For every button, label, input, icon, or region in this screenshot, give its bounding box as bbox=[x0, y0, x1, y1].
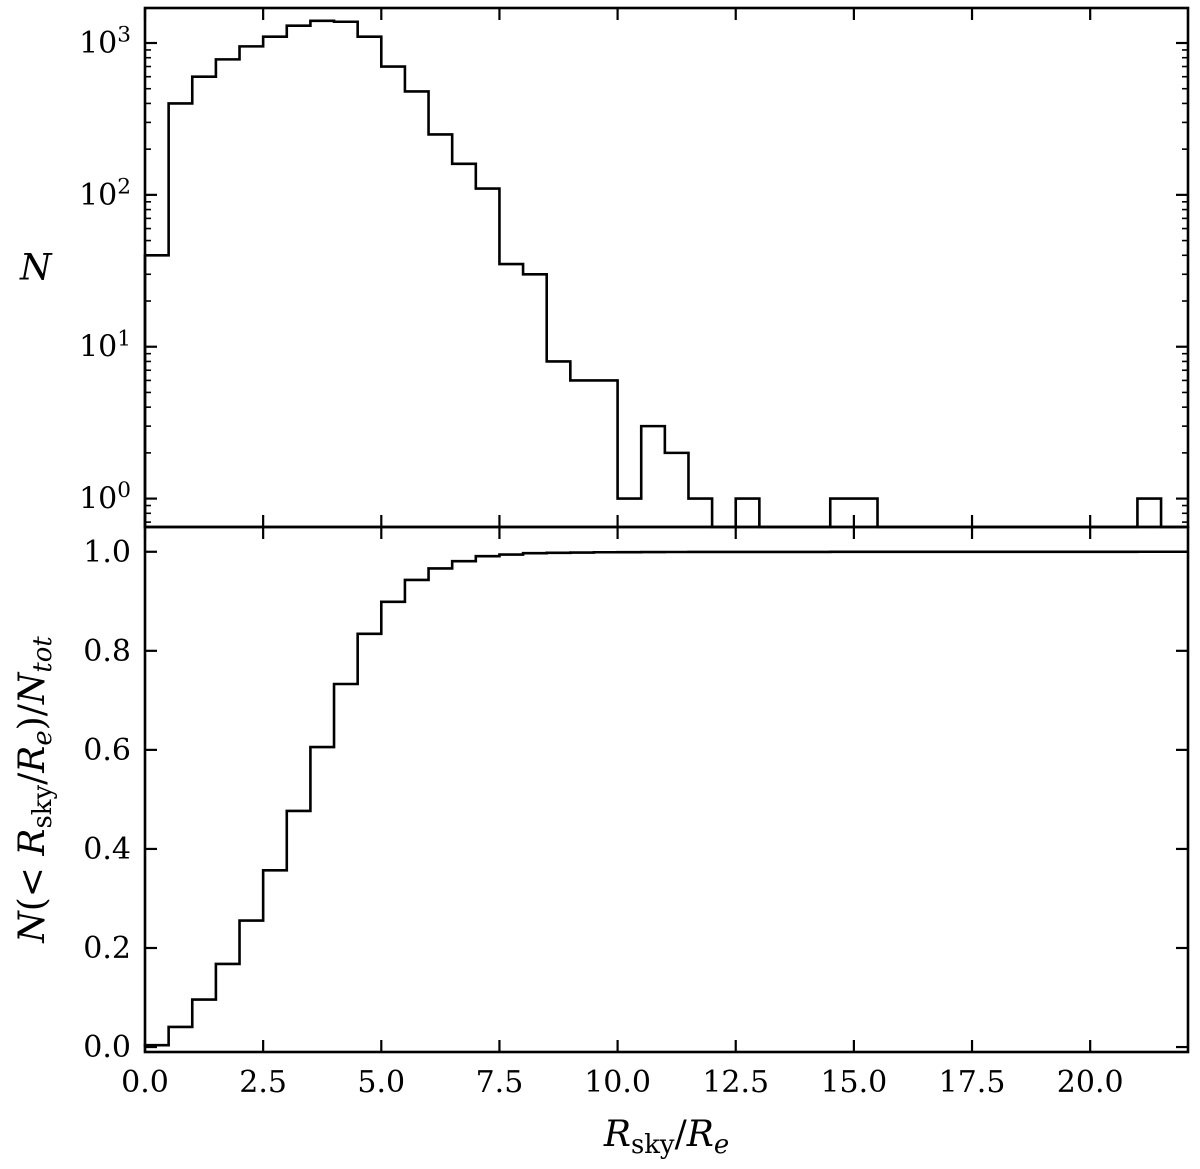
x-tick-label: 7.5 bbox=[476, 1065, 524, 1100]
histogram-step-path bbox=[143, 19, 1185, 529]
y-tick-label: 0.2 bbox=[83, 931, 131, 966]
x-tick-label: 17.5 bbox=[939, 1065, 1006, 1100]
y-tick-label: 1.0 bbox=[83, 535, 131, 570]
y-tick-label: 102 bbox=[79, 174, 131, 212]
cumulative-step-path bbox=[143, 550, 1188, 1048]
x-tick-label: 5.0 bbox=[357, 1065, 405, 1100]
x-tick-label: 2.5 bbox=[239, 1065, 287, 1100]
x-tick-label: 10.0 bbox=[584, 1065, 651, 1100]
x-tick-label: 20.0 bbox=[1057, 1065, 1124, 1100]
top-panel-spines bbox=[143, 6, 1190, 529]
y-tick-label: 0.0 bbox=[83, 1030, 131, 1065]
y-tick-label: 0.4 bbox=[83, 832, 131, 867]
y-tick-label: 0.8 bbox=[83, 634, 131, 669]
y-tick-label: 103 bbox=[79, 23, 131, 61]
top-y-axis-label: N bbox=[19, 248, 53, 289]
x-tick-label: 12.5 bbox=[702, 1065, 769, 1100]
y-tick-label: 100 bbox=[79, 478, 131, 516]
x-tick-label: 0.0 bbox=[121, 1065, 169, 1100]
bottom-y-axis-label: N(< Rsky/Re)/Ntot bbox=[12, 636, 58, 944]
bottom-panel-spines bbox=[143, 525, 1190, 1054]
x-tick-label: 15.0 bbox=[820, 1065, 887, 1100]
y-tick-label: 0.6 bbox=[83, 733, 131, 768]
x-axis-label: Rsky/Re bbox=[603, 1114, 729, 1160]
y-tick-label: 101 bbox=[79, 326, 131, 364]
